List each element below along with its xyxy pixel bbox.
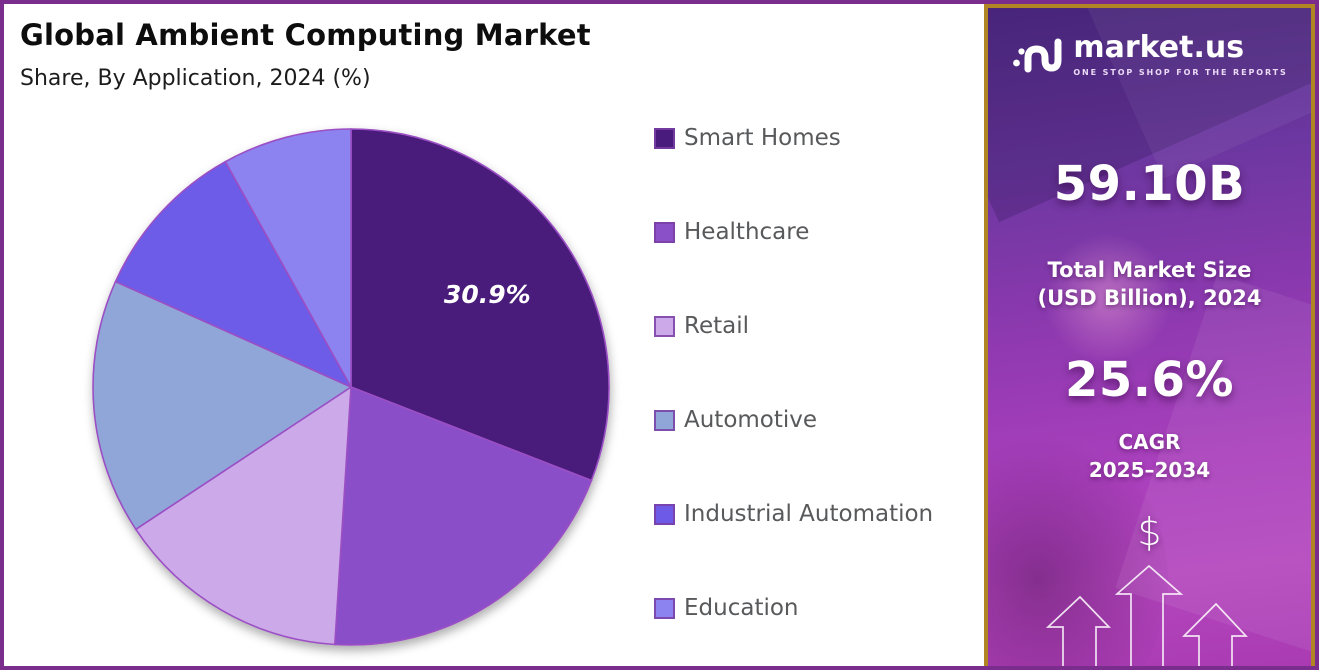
pie-slice-education xyxy=(224,128,352,391)
legend-label: Healthcare xyxy=(684,219,810,245)
pie-slice-label: 30.9% xyxy=(444,280,531,309)
legend-item-retail: Retail xyxy=(654,313,933,339)
brand-text: market.us ONE STOP SHOP FOR THE REPORTS xyxy=(1073,30,1288,78)
market-size-caption-line1: Total Market Size xyxy=(1047,258,1252,282)
page-title: Global Ambient Computing Market xyxy=(20,18,591,52)
legend-label: Smart Homes xyxy=(684,125,841,151)
legend: Smart Homes Healthcare Retail Automotive Ind… xyxy=(654,125,934,621)
legend-swatch xyxy=(654,221,675,243)
legend-swatch xyxy=(654,315,675,337)
legend-label: Education xyxy=(684,595,799,621)
legend-label: Industrial Automation xyxy=(684,501,934,527)
legend-item-healthcare: Healthcare xyxy=(654,219,933,245)
cagr-caption: CAGR 2025–2034 xyxy=(988,428,1311,484)
pie-chart: 30.9% xyxy=(92,128,610,646)
legend-item-smart-homes: Smart Homes xyxy=(654,125,933,151)
market-size-value: 59.10B xyxy=(1053,156,1246,212)
cagr-caption-line2: 2025–2034 xyxy=(1088,458,1211,482)
pie-slice-industrial-automation xyxy=(114,160,353,389)
legend-swatch xyxy=(654,597,675,619)
market-size-caption: Total Market Size (USD Billion), 2024 xyxy=(988,256,1311,312)
chart-section: Global Ambient Computing Market Share, B… xyxy=(4,4,988,666)
dollar-icon: $ xyxy=(1137,510,1162,554)
growth-arrows-icon xyxy=(1045,564,1248,666)
pie-slice-smart-homes xyxy=(350,128,610,482)
pie-slice-retail xyxy=(134,385,352,646)
marketus-logo-icon xyxy=(1013,38,1062,73)
brand-panel: market.us ONE STOP SHOP FOR THE REPORTS … xyxy=(984,4,1315,666)
legend-label: Retail xyxy=(684,313,749,339)
pie-slice-automotive xyxy=(92,280,353,531)
brand-tagline: ONE STOP SHOP FOR THE REPORTS xyxy=(1073,68,1288,77)
legend-swatch xyxy=(654,503,675,525)
legend-label: Automotive xyxy=(684,407,818,433)
cagr-caption-line1: CAGR xyxy=(1118,430,1181,454)
legend-item-education: Education xyxy=(654,595,933,621)
cagr-value: 25.6% xyxy=(1064,352,1235,408)
market-size-caption-line2: (USD Billion), 2024 xyxy=(1037,286,1262,310)
brand-logo: market.us ONE STOP SHOP FOR THE REPORTS xyxy=(988,32,1311,78)
pie-slice-healthcare xyxy=(333,385,593,646)
legend-swatch xyxy=(654,409,675,431)
page-subtitle: Share, By Application, 2024 (%) xyxy=(20,66,371,91)
legend-item-industrial-automation: Industrial Automation xyxy=(654,501,934,527)
brand-name: market.us xyxy=(1073,30,1245,65)
legend-item-automotive: Automotive xyxy=(654,407,933,433)
legend-swatch xyxy=(654,127,675,149)
title-block: Global Ambient Computing Market Share, B… xyxy=(20,18,591,91)
